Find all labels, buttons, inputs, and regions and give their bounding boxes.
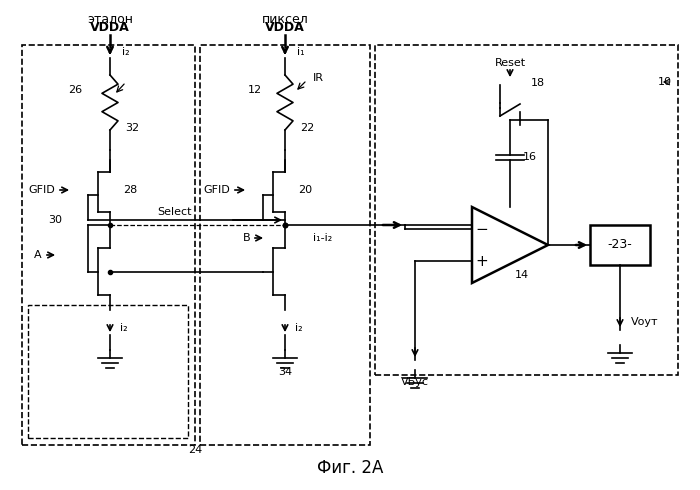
Text: B: B bbox=[242, 233, 250, 243]
Text: +: + bbox=[475, 253, 489, 269]
Text: Vоут: Vоут bbox=[631, 317, 659, 327]
Text: IR: IR bbox=[312, 73, 323, 83]
Text: VБус: VБус bbox=[401, 377, 429, 387]
Text: i₂: i₂ bbox=[120, 323, 128, 333]
Text: 18: 18 bbox=[531, 78, 545, 88]
Text: i₂: i₂ bbox=[122, 47, 130, 57]
Text: i₁: i₁ bbox=[298, 47, 304, 57]
Text: эталон: эталон bbox=[87, 14, 133, 26]
Text: -23-: -23- bbox=[608, 239, 632, 251]
Text: 10: 10 bbox=[658, 77, 672, 87]
Text: 22: 22 bbox=[300, 123, 314, 133]
Text: 26: 26 bbox=[68, 85, 82, 95]
Text: 12: 12 bbox=[248, 85, 262, 95]
Text: 16: 16 bbox=[523, 152, 537, 163]
Text: i₂: i₂ bbox=[295, 323, 303, 333]
Text: Select: Select bbox=[158, 207, 192, 217]
Text: i₁-i₂: i₁-i₂ bbox=[314, 233, 332, 243]
Text: −: − bbox=[475, 221, 489, 237]
Text: 28: 28 bbox=[123, 185, 137, 195]
Text: A: A bbox=[34, 250, 42, 260]
Text: VDDA: VDDA bbox=[265, 22, 305, 34]
Text: VDDA: VDDA bbox=[90, 22, 130, 34]
Text: GFID: GFID bbox=[28, 185, 55, 195]
Text: Фиг. 2A: Фиг. 2A bbox=[317, 459, 383, 477]
Text: пиксел: пиксел bbox=[262, 14, 309, 26]
Text: 14: 14 bbox=[515, 270, 529, 280]
Text: 34: 34 bbox=[278, 367, 292, 377]
Text: 32: 32 bbox=[125, 123, 139, 133]
Text: GFID: GFID bbox=[203, 185, 230, 195]
Text: 24: 24 bbox=[188, 445, 202, 455]
Text: Reset: Reset bbox=[494, 58, 526, 68]
Text: 20: 20 bbox=[298, 185, 312, 195]
Text: 30: 30 bbox=[48, 215, 62, 225]
